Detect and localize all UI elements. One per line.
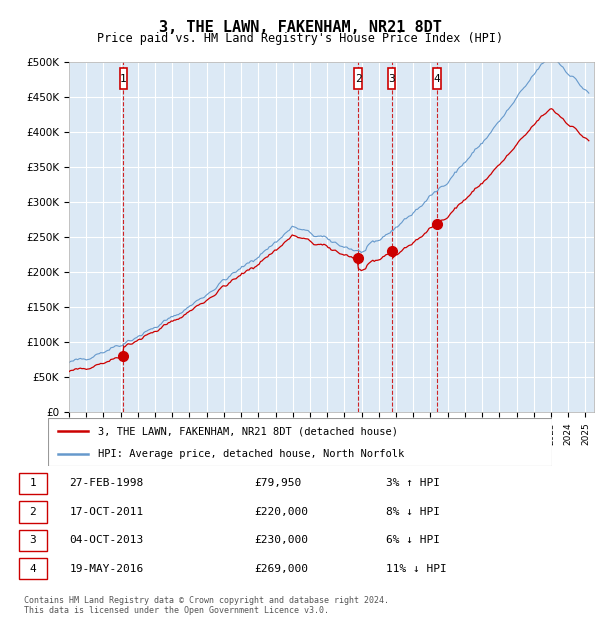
FancyBboxPatch shape bbox=[19, 502, 47, 523]
FancyBboxPatch shape bbox=[19, 530, 47, 551]
Text: 3: 3 bbox=[388, 74, 395, 84]
Text: 3% ↑ HPI: 3% ↑ HPI bbox=[386, 478, 440, 489]
Text: 2: 2 bbox=[355, 74, 361, 84]
Text: This data is licensed under the Open Government Licence v3.0.: This data is licensed under the Open Gov… bbox=[24, 606, 329, 614]
Text: 6% ↓ HPI: 6% ↓ HPI bbox=[386, 535, 440, 545]
Text: Price paid vs. HM Land Registry's House Price Index (HPI): Price paid vs. HM Land Registry's House … bbox=[97, 32, 503, 45]
FancyBboxPatch shape bbox=[388, 68, 395, 89]
FancyBboxPatch shape bbox=[119, 68, 127, 89]
Text: 17-OCT-2011: 17-OCT-2011 bbox=[70, 507, 144, 516]
Text: HPI: Average price, detached house, North Norfolk: HPI: Average price, detached house, Nort… bbox=[98, 449, 404, 459]
FancyBboxPatch shape bbox=[433, 68, 440, 89]
Text: 19-MAY-2016: 19-MAY-2016 bbox=[70, 564, 144, 574]
Text: 4: 4 bbox=[29, 564, 36, 574]
Text: £230,000: £230,000 bbox=[254, 535, 308, 545]
Text: 1: 1 bbox=[120, 74, 127, 84]
Text: 27-FEB-1998: 27-FEB-1998 bbox=[70, 478, 144, 489]
Text: 3: 3 bbox=[29, 535, 36, 545]
Text: £269,000: £269,000 bbox=[254, 564, 308, 574]
Text: 4: 4 bbox=[434, 74, 440, 84]
FancyBboxPatch shape bbox=[48, 418, 552, 466]
Text: 3, THE LAWN, FAKENHAM, NR21 8DT (detached house): 3, THE LAWN, FAKENHAM, NR21 8DT (detache… bbox=[98, 427, 398, 436]
Text: 04-OCT-2013: 04-OCT-2013 bbox=[70, 535, 144, 545]
Text: £79,950: £79,950 bbox=[254, 478, 301, 489]
Text: 2: 2 bbox=[29, 507, 36, 516]
Text: 3, THE LAWN, FAKENHAM, NR21 8DT: 3, THE LAWN, FAKENHAM, NR21 8DT bbox=[158, 20, 442, 35]
Text: 1: 1 bbox=[29, 478, 36, 489]
Text: £220,000: £220,000 bbox=[254, 507, 308, 516]
Text: 8% ↓ HPI: 8% ↓ HPI bbox=[386, 507, 440, 516]
Text: Contains HM Land Registry data © Crown copyright and database right 2024.: Contains HM Land Registry data © Crown c… bbox=[24, 596, 389, 604]
FancyBboxPatch shape bbox=[355, 68, 362, 89]
Text: 11% ↓ HPI: 11% ↓ HPI bbox=[386, 564, 447, 574]
FancyBboxPatch shape bbox=[19, 473, 47, 494]
FancyBboxPatch shape bbox=[19, 558, 47, 580]
